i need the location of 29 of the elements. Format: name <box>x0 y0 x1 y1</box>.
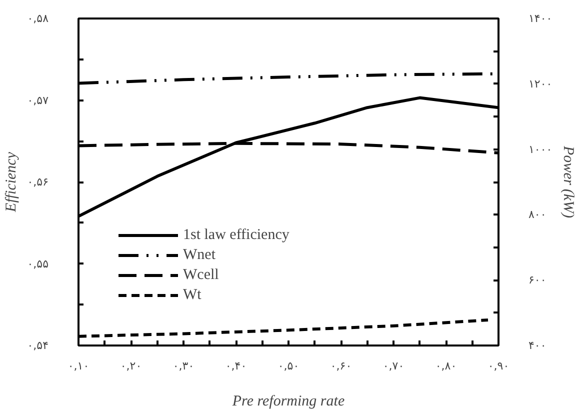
x-tick-label: ۰,۹۰ <box>488 360 510 372</box>
y2-tick-label: ۱۰۰۰ <box>528 142 552 156</box>
legend-label: Wt <box>183 286 202 304</box>
x-tick-label: ۰,۶۰ <box>330 360 352 372</box>
y-tick-label: ۰,۵۵ <box>27 257 49 270</box>
legend-label: 1st law efficiency <box>183 226 290 244</box>
x-tick-label: ۰,۴۰ <box>225 360 247 372</box>
y-axis-title: Efficiency <box>3 152 20 213</box>
x-tick-label: ۰,۵۰ <box>278 360 300 372</box>
line-series <box>78 96 498 218</box>
y-tick-label: ۰,۵۶ <box>27 176 49 188</box>
y-tick-label: ۰,۵۴ <box>27 339 49 352</box>
y-tick-label: ۰,۵۷ <box>27 94 49 107</box>
y2-tick-label: ۱۴۰۰ <box>528 12 552 25</box>
x-tick-label: ۰,۲۰ <box>120 360 142 372</box>
line-series <box>78 318 490 338</box>
y2-tick-label: ۸۰۰ <box>528 208 546 222</box>
y2-tick-label: ۴۰۰ <box>528 339 546 352</box>
legend-label: Wnet <box>183 246 216 264</box>
x-tick-label: ۰,۳۰ <box>172 360 194 372</box>
legend-label: Wcell <box>183 266 219 284</box>
y-tick-label: ۰,۵۸ <box>27 12 49 25</box>
x-axis-title: Pre reforming rate <box>231 394 345 410</box>
x-tick-label: ۰,۱۰ <box>68 360 90 372</box>
y2-tick-label: ۶۰۰ <box>528 274 546 287</box>
y2-tick-label: ۱۲۰۰ <box>528 77 552 90</box>
x-tick-label: ۰,۷۰ <box>382 360 404 372</box>
x-tick-label: ۰,۸۰ <box>435 360 457 372</box>
y2-axis-title: Power (kW) <box>560 144 576 218</box>
